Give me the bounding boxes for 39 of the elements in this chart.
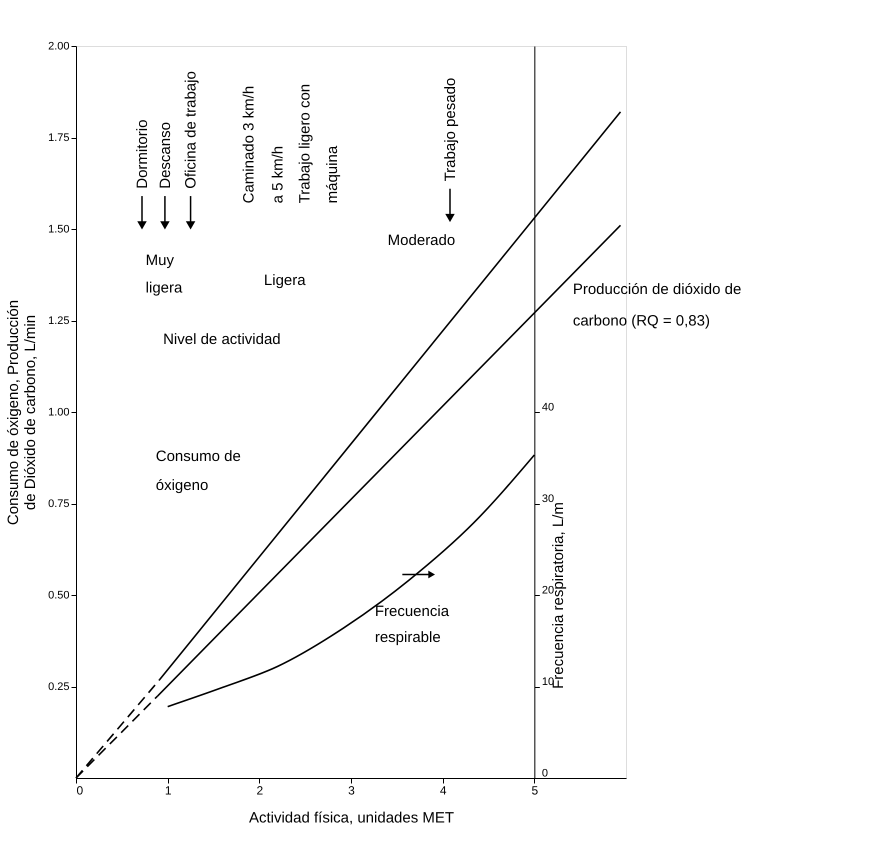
annotation: Dormitorio bbox=[134, 120, 151, 189]
x-tick-label: 0 bbox=[76, 784, 84, 798]
annotation: ligera bbox=[146, 280, 184, 297]
y-tick-label: 2.00 bbox=[48, 40, 70, 52]
y-tick-label: 1.75 bbox=[48, 132, 70, 144]
x-tick-label: 2 bbox=[256, 784, 264, 798]
y-tick-label: 1.50 bbox=[48, 224, 70, 236]
annotation: Descanso bbox=[156, 122, 174, 189]
y-tick-label: 0.50 bbox=[48, 590, 70, 602]
x-tick-label: 4 bbox=[440, 784, 447, 798]
y2-tick-label: 30 bbox=[542, 493, 554, 505]
annotation: a 5 km/h bbox=[270, 146, 287, 204]
annotation: Nivel de actividad bbox=[163, 330, 281, 348]
x-axis-title: Actividad física, unidades MET bbox=[248, 810, 454, 826]
y-tick-label: 0.75 bbox=[48, 498, 70, 510]
x-tick-label: 1 bbox=[164, 784, 172, 798]
annotation: Frecuencia bbox=[374, 603, 450, 620]
annotation: Moderado bbox=[388, 232, 456, 249]
annotation: Caminado 3 km/h bbox=[240, 86, 258, 204]
x-tick-label: 5 bbox=[531, 784, 538, 798]
x-tick-label: 3 bbox=[348, 784, 356, 798]
annotation: Producción de dióxido de bbox=[572, 281, 742, 298]
annotation: Ligera bbox=[264, 272, 306, 290]
annotation: Trabajo pesado bbox=[442, 78, 459, 182]
y-tick-label: 1.00 bbox=[48, 406, 70, 418]
annotation: óxigeno bbox=[156, 477, 208, 494]
annotation: Consumo de bbox=[156, 448, 241, 465]
annotation: respirable bbox=[374, 629, 441, 646]
y2-tick-label: 20 bbox=[542, 584, 554, 596]
annotation: Oficina de trabajo bbox=[182, 71, 200, 189]
annotation: máquina bbox=[324, 145, 341, 204]
y-tick-label: 1.25 bbox=[48, 315, 70, 327]
y2-tick-label: 0 bbox=[542, 768, 548, 780]
annotation: carbono (RQ = 0,83) bbox=[572, 312, 710, 330]
y2-tick-label: 40 bbox=[542, 402, 554, 414]
annotation: Trabajo ligero con bbox=[296, 84, 314, 204]
y-tick-label: 0.25 bbox=[48, 681, 70, 693]
annotation: Muy bbox=[146, 252, 175, 270]
y-axis-title: Consumo de óxigeno, Producción de Dióxido de carbono, L/min bbox=[5, 300, 40, 526]
